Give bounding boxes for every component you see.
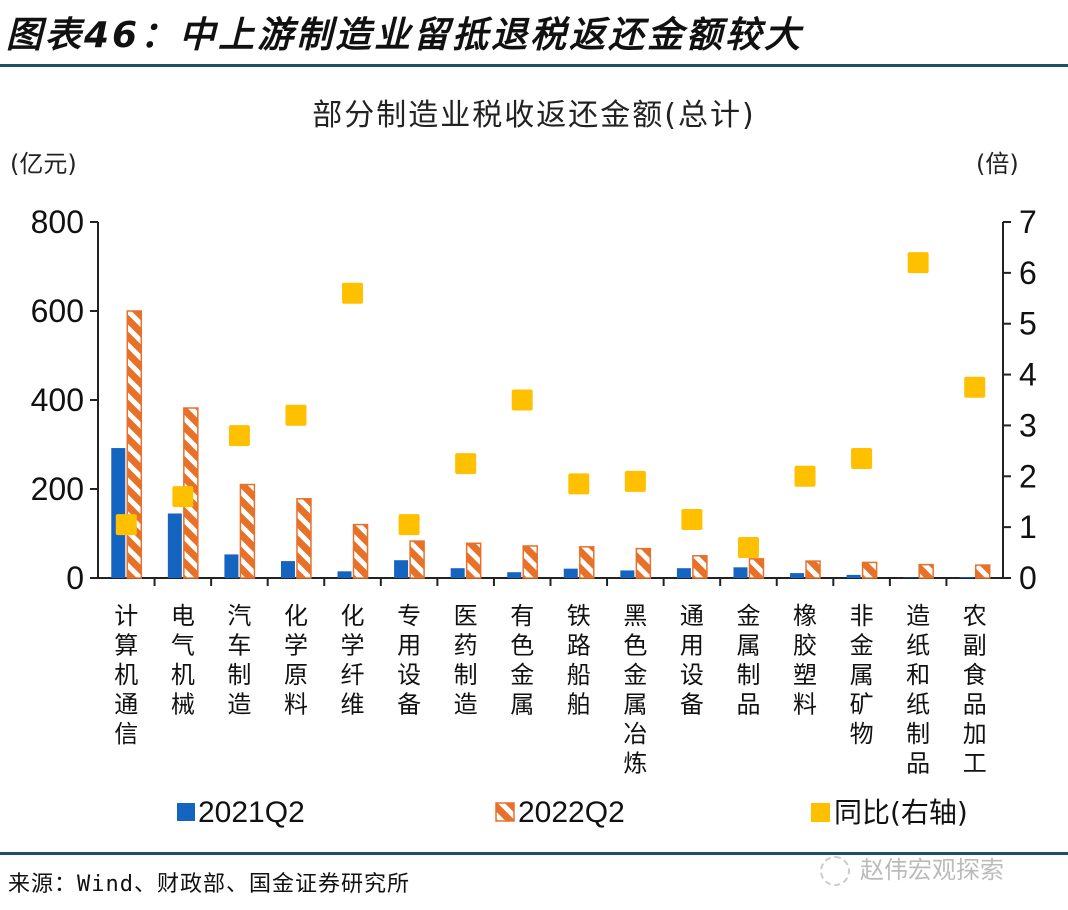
bar-2021q2: [846, 574, 861, 578]
bar-2021q2: [563, 568, 578, 578]
right-axis-tick-label: 2: [1019, 458, 1037, 494]
bar-2021q2: [676, 568, 691, 578]
left-axis-unit: (亿元): [10, 150, 77, 178]
bar-2022q2: [805, 560, 821, 579]
bar-2021q2: [507, 572, 522, 578]
yoy-marker: [681, 509, 703, 531]
right-axis-tick-label: 1: [1019, 509, 1037, 545]
bar-2022q2: [748, 558, 765, 579]
category-label: 造纸和纸制品: [906, 602, 930, 778]
legend-swatch-2022q2: [495, 802, 515, 822]
bar-2022q2: [352, 523, 369, 579]
bar-2022q2: [126, 310, 143, 579]
yoy-marker: [964, 376, 986, 398]
legend-label-yoy: 同比(右轴): [834, 796, 968, 829]
legend-label-2022q2: 2022Q2: [518, 796, 625, 829]
bar-2021q2: [280, 561, 295, 578]
legend: 2021Q2 2022Q2 同比(右轴): [177, 796, 968, 829]
category-label: 黑色金属冶炼: [623, 602, 647, 778]
category-label: 化学原料: [284, 602, 308, 719]
category-labels: 计算机通信 电气机械 汽车制造 化学原料 化学纤维 专用设备 医药制造 有色金属 铁路船舶 黑色金…: [114, 602, 986, 778]
yoy-marker: [228, 425, 250, 447]
right-axis-tick-label: 5: [1019, 306, 1037, 342]
chart-title: 部分制造业税收返还金额(总计): [312, 98, 756, 133]
yoy-marker: [511, 389, 533, 411]
bars: [111, 310, 991, 579]
yoy-marker: [115, 514, 137, 536]
yoy-marker: [794, 465, 816, 487]
right-axis-unit: (倍): [976, 150, 1019, 178]
left-axis-tick-label: 200: [31, 471, 84, 507]
bar-2021q2: [733, 567, 748, 578]
bar-2021q2: [450, 568, 465, 578]
bar-2021q2: [111, 448, 126, 578]
category-label: 通用设备: [680, 602, 704, 719]
right-axis-tick-label: 3: [1019, 407, 1037, 443]
bar-2021q2: [903, 577, 918, 579]
left-axis-tick-label: 600: [31, 293, 84, 329]
bar-2021q2: [790, 573, 805, 578]
left-axis-tick-label: 400: [31, 382, 84, 418]
bar-2022q2: [974, 564, 991, 579]
legend-swatch-2021q2: [177, 803, 195, 821]
yoy-marker: [172, 486, 194, 508]
category-label: 有色金属: [510, 602, 534, 719]
bar-2021q2: [224, 554, 239, 578]
watermark: 赵伟宏观探索: [820, 850, 1004, 886]
left-axis-tick-label: 800: [31, 204, 84, 240]
category-label: 计算机通信: [114, 602, 138, 748]
bar-2022q2: [465, 542, 482, 579]
header-rule: [0, 64, 1068, 67]
category-label: 专用设备: [397, 602, 421, 719]
right-axis-tick-label: 7: [1019, 204, 1037, 240]
category-label: 汽车制造: [227, 602, 251, 719]
bar-2022q2: [239, 483, 256, 579]
figure-title: 图表46：中上游制造业留抵退税返还金额较大: [6, 15, 804, 56]
footer-rule: [0, 852, 1068, 855]
yoy-marker: [455, 453, 477, 475]
category-label: 化学纤维: [341, 602, 365, 719]
source-note: 来源：Wind、财政部、国金证券研究所: [8, 872, 410, 897]
yoy-marker: [737, 536, 759, 558]
category-label: 金属制品: [736, 602, 760, 719]
category-label: 电气机械: [171, 602, 195, 719]
bar-2022q2: [579, 546, 595, 579]
wechat-icon: [820, 856, 850, 886]
yoy-marker: [851, 447, 873, 469]
axes: 0 200 400 600 800 0 1 2 3 4 5 6 7: [31, 204, 1037, 596]
bar-2021q2: [959, 577, 974, 578]
watermark-text: 赵伟宏观探索: [860, 856, 1004, 884]
yoy-marker: [907, 252, 929, 274]
legend-swatch-yoy: [811, 803, 830, 822]
yoy-marker: [624, 470, 646, 492]
yoy-marker: [342, 282, 364, 304]
bar-2022q2: [692, 555, 708, 579]
bar-2021q2: [394, 560, 409, 578]
bar-2022q2: [918, 563, 934, 579]
category-label: 铁路船舶: [567, 602, 591, 719]
bar-2022q2: [409, 540, 425, 579]
right-axis-tick-label: 6: [1019, 255, 1037, 291]
category-label: 农副食品加工: [963, 602, 987, 778]
right-axis-tick-label: 0: [1019, 560, 1037, 596]
bar-2021q2: [337, 571, 352, 578]
bar-2021q2: [620, 570, 635, 578]
yoy-markers: [115, 252, 986, 558]
category-label: 非金属矿物: [850, 602, 874, 748]
legend-label-2021q2: 2021Q2: [198, 796, 305, 829]
yoy-marker: [285, 404, 307, 426]
left-axis-tick-label: 0: [66, 560, 84, 596]
bar-2022q2: [522, 545, 538, 579]
yoy-marker: [568, 473, 590, 495]
bar-2022q2: [635, 547, 652, 579]
bar-2021q2: [167, 513, 182, 578]
bar-2022q2: [861, 561, 878, 579]
category-label: 橡胶塑料: [793, 602, 817, 719]
category-label: 医药制造: [454, 602, 478, 719]
yoy-marker: [398, 514, 420, 536]
bar-2022q2: [296, 498, 312, 579]
right-axis-tick-label: 4: [1019, 357, 1037, 393]
